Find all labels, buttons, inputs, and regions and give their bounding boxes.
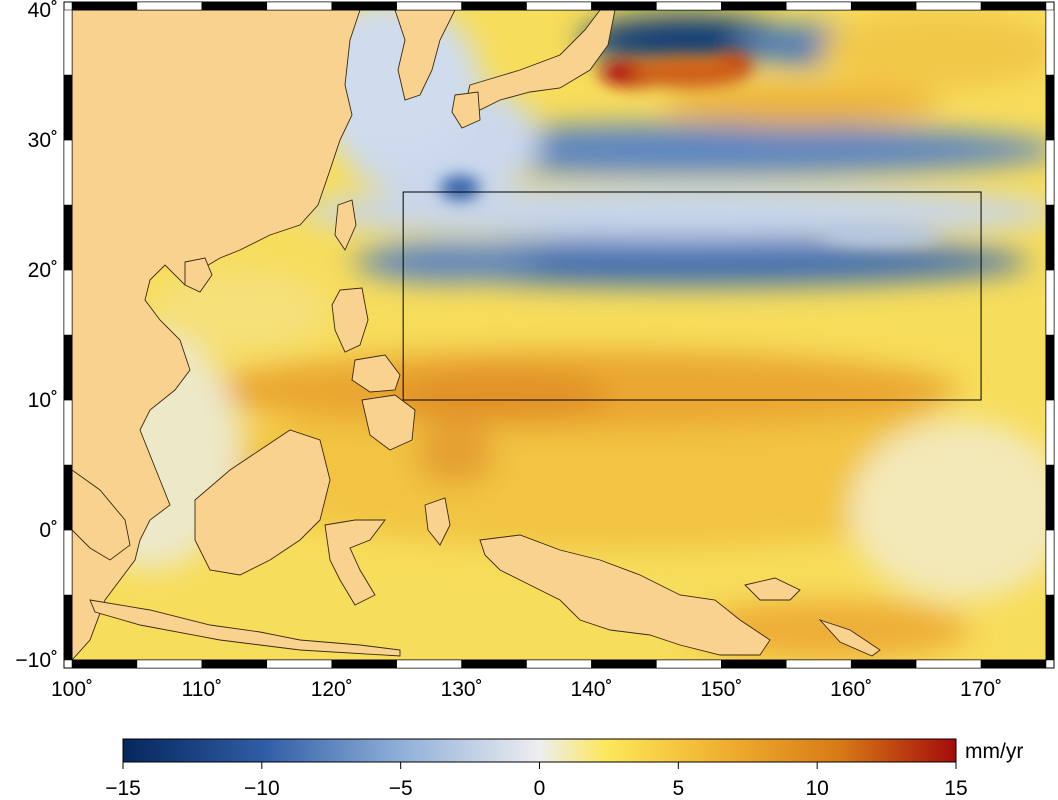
lon-tick-label: 150˚ bbox=[700, 678, 742, 701]
frame-segment-bottom bbox=[915, 659, 982, 669]
frame-segment-top bbox=[786, 1, 852, 11]
lat-tick-label: −10˚ bbox=[15, 649, 58, 672]
longitude-labels: 100˚ 110˚ 120˚ 130˚ 140˚ 150˚ 160˚ 170˚ bbox=[51, 678, 1002, 701]
colorbar-tick-label: 15 bbox=[944, 777, 967, 800]
frame-segment-top bbox=[915, 1, 982, 11]
frame-segment-left bbox=[63, 529, 73, 596]
study-region-box bbox=[402, 191, 982, 401]
frame-segment-left bbox=[63, 204, 73, 271]
frame-segment-top bbox=[396, 1, 462, 11]
frame-segment-bottom bbox=[591, 659, 657, 669]
frame-segment-top bbox=[980, 1, 1047, 11]
frame-segment-top bbox=[331, 1, 397, 11]
frame-segment-left bbox=[63, 464, 73, 531]
borneo-island bbox=[194, 429, 331, 576]
visayas-islands bbox=[351, 354, 401, 393]
map-frame bbox=[63, 1, 1055, 669]
lon-tick-label: 130˚ bbox=[441, 678, 483, 701]
frame-segment-left bbox=[63, 399, 73, 466]
frame-segment-right bbox=[1045, 74, 1055, 141]
frame-segment-left bbox=[63, 74, 73, 141]
frame-segment-bottom bbox=[201, 659, 268, 669]
lat-tick-label: 20˚ bbox=[28, 259, 58, 282]
frame-segment-left bbox=[63, 269, 73, 336]
frame-segment-bottom bbox=[656, 659, 722, 669]
mindanao-island bbox=[361, 394, 416, 451]
frame-segment-right bbox=[1045, 204, 1055, 271]
lon-tick-label: 100˚ bbox=[51, 678, 93, 701]
colorbar-tick-label: 0 bbox=[534, 777, 546, 800]
colorbar-ticks: −15 −10 −5 0 5 10 15 bbox=[105, 762, 968, 800]
frame-segment-top bbox=[656, 1, 722, 11]
frame-segment-top bbox=[201, 1, 268, 11]
frame-segment-right bbox=[1045, 334, 1055, 401]
luzon-island bbox=[331, 287, 369, 353]
colorbar-unit-label: mm/yr bbox=[965, 740, 1023, 763]
landmass bbox=[72, 10, 881, 660]
frame-segment-right bbox=[1045, 139, 1055, 206]
frame-segment-top bbox=[136, 1, 203, 11]
korea-peninsula bbox=[394, 10, 456, 101]
halmahera-island bbox=[424, 497, 451, 546]
solomon-islands bbox=[818, 619, 881, 657]
frame-segment-right bbox=[1045, 9, 1055, 76]
sulawesi-island bbox=[324, 519, 386, 606]
frame-segment-left bbox=[63, 334, 73, 401]
frame-segment-left bbox=[63, 139, 73, 206]
asia-mainland bbox=[72, 10, 361, 660]
frame-segment-top bbox=[591, 1, 657, 11]
frame-segment-right bbox=[1045, 594, 1055, 661]
frame-segment-right bbox=[1045, 269, 1055, 336]
frame-segment-bottom bbox=[786, 659, 852, 669]
lon-tick-label: 160˚ bbox=[830, 678, 872, 701]
lat-tick-label: 40˚ bbox=[28, 0, 58, 22]
lat-tick-label: 0˚ bbox=[39, 519, 58, 542]
frame-segment-top bbox=[850, 1, 917, 11]
malay-peninsula bbox=[72, 469, 131, 561]
frame-segment-bottom bbox=[266, 659, 332, 669]
frame-segment-bottom bbox=[721, 659, 787, 669]
frame-segment-bottom bbox=[850, 659, 917, 669]
frame-segment-top bbox=[721, 1, 787, 11]
frame-segment-top bbox=[71, 1, 138, 11]
frame-segment-bottom bbox=[71, 659, 138, 669]
kyushu-island bbox=[451, 91, 481, 129]
lon-tick-label: 170˚ bbox=[960, 678, 1002, 701]
colorbar-tick-label: −10 bbox=[244, 777, 280, 800]
colorbar: −15 −10 −5 0 5 10 15 mm/yr bbox=[105, 738, 1023, 800]
frame-segment-right bbox=[1045, 529, 1055, 596]
frame-segment-right bbox=[1045, 399, 1055, 466]
new-guinea-island bbox=[479, 534, 771, 656]
colorbar-tick-label: −5 bbox=[389, 777, 413, 800]
latitude-labels: 40˚ 30˚ 20˚ 10˚ 0˚ −10˚ bbox=[15, 0, 58, 672]
lat-tick-label: 30˚ bbox=[28, 129, 58, 152]
frame-segment-bottom bbox=[396, 659, 462, 669]
frame-segment-bottom bbox=[136, 659, 203, 669]
colorbar-tick-label: 5 bbox=[672, 777, 684, 800]
colorbar-gradient bbox=[122, 738, 957, 763]
hainan-island bbox=[184, 257, 213, 293]
frame-segment-left bbox=[63, 9, 73, 76]
colorbar-tick-label: 10 bbox=[805, 777, 828, 800]
lon-tick-label: 120˚ bbox=[311, 678, 353, 701]
lon-tick-label: 110˚ bbox=[182, 678, 222, 701]
japan-islands bbox=[464, 10, 616, 111]
lat-tick-label: 10˚ bbox=[28, 389, 58, 412]
java-lesser-sunda bbox=[89, 599, 401, 657]
frame-segment-top bbox=[266, 1, 332, 11]
frame-segment-bottom bbox=[461, 659, 527, 669]
frame-segment-left bbox=[63, 594, 73, 661]
frame-segment-bottom bbox=[331, 659, 397, 669]
frame-segment-right bbox=[1045, 464, 1055, 531]
taiwan-island bbox=[334, 199, 357, 251]
lon-tick-label: 140˚ bbox=[570, 678, 612, 701]
frame-segment-bottom bbox=[526, 659, 592, 669]
frame-segment-bottom bbox=[980, 659, 1047, 669]
frame-segment-top bbox=[526, 1, 592, 11]
frame-segment-top bbox=[461, 1, 527, 11]
new-britain-island bbox=[744, 577, 801, 601]
colorbar-tick-label: −15 bbox=[105, 777, 141, 800]
